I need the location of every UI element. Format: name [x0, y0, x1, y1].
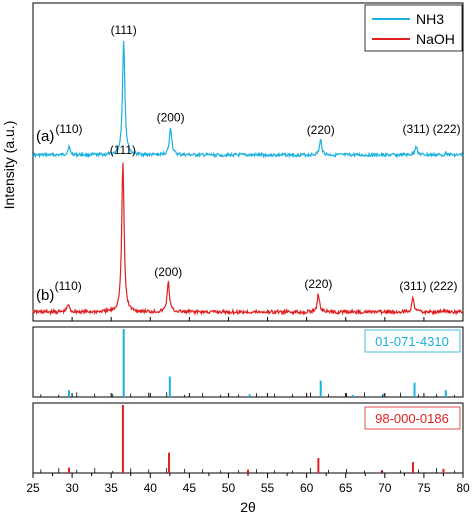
hkl-labels: (110)(111)(200)(220) (311) (222)(110)(111)… [55, 23, 461, 293]
x-axis: 25 30 35 40 45 50 55 60 65 70 75 80 [26, 317, 470, 495]
series-tag-b: (b) [36, 287, 54, 304]
hkl-label: (110) [55, 122, 82, 136]
ref-card-label-2: 98-000-0186 [364, 406, 461, 430]
series-line-naoh [32, 162, 463, 316]
x-tick-label: 70 [378, 481, 392, 495]
ref-card-text-2: 98-000-0186 [375, 411, 449, 426]
series-layer [32, 40, 464, 316]
hkl-label: (110) [55, 279, 82, 293]
hkl-label: (222) [429, 279, 457, 293]
hkl-label: (200) [157, 110, 185, 124]
legend-label-naoh: NaOH [416, 31, 455, 47]
series-tag-a: (a) [36, 128, 54, 145]
ref-card-text-1: 01-071-4310 [375, 334, 449, 349]
y-axis-label: Intensity (a.u.) [1, 121, 17, 210]
ref-card-label-1: 01-071-4310 [364, 329, 461, 353]
legend-box [364, 4, 463, 52]
ref-card-box-2 [364, 406, 461, 430]
x-tick-label: 50 [222, 481, 236, 495]
x-tick-label: 30 [65, 481, 79, 495]
hkl-label: (220) [307, 123, 335, 137]
hkl-label: (311) [403, 122, 430, 136]
x-tick-label: 80 [456, 481, 470, 495]
hkl-label: (311) [399, 279, 426, 293]
main-pattern-panel [32, 2, 464, 322]
reference-layer [40, 329, 455, 473]
hkl-label: (222) [433, 122, 461, 136]
hkl-label: (220) [304, 277, 332, 291]
ref-card-box-1 [364, 329, 461, 353]
x-tick-label: 60 [300, 481, 314, 495]
series-line-nh3 [32, 40, 464, 159]
x-tick-label: 25 [26, 481, 40, 495]
hkl-label: (200) [154, 265, 182, 279]
x-tick-label: 40 [144, 481, 158, 495]
x-axis-label: 2θ [240, 499, 256, 515]
hkl-label: (111) [110, 143, 136, 157]
legend-label-nh3: NH3 [416, 11, 444, 27]
legend: NH3 NaOH [364, 4, 463, 52]
x-tick-label: 35 [105, 481, 119, 495]
hkl-label: (111) [111, 23, 137, 37]
reference-panel-1 [32, 326, 464, 398]
x-tick-label: 65 [339, 481, 353, 495]
x-tick-label: 45 [183, 481, 197, 495]
x-tick-label: 55 [261, 481, 275, 495]
x-tick-label: 75 [417, 481, 431, 495]
